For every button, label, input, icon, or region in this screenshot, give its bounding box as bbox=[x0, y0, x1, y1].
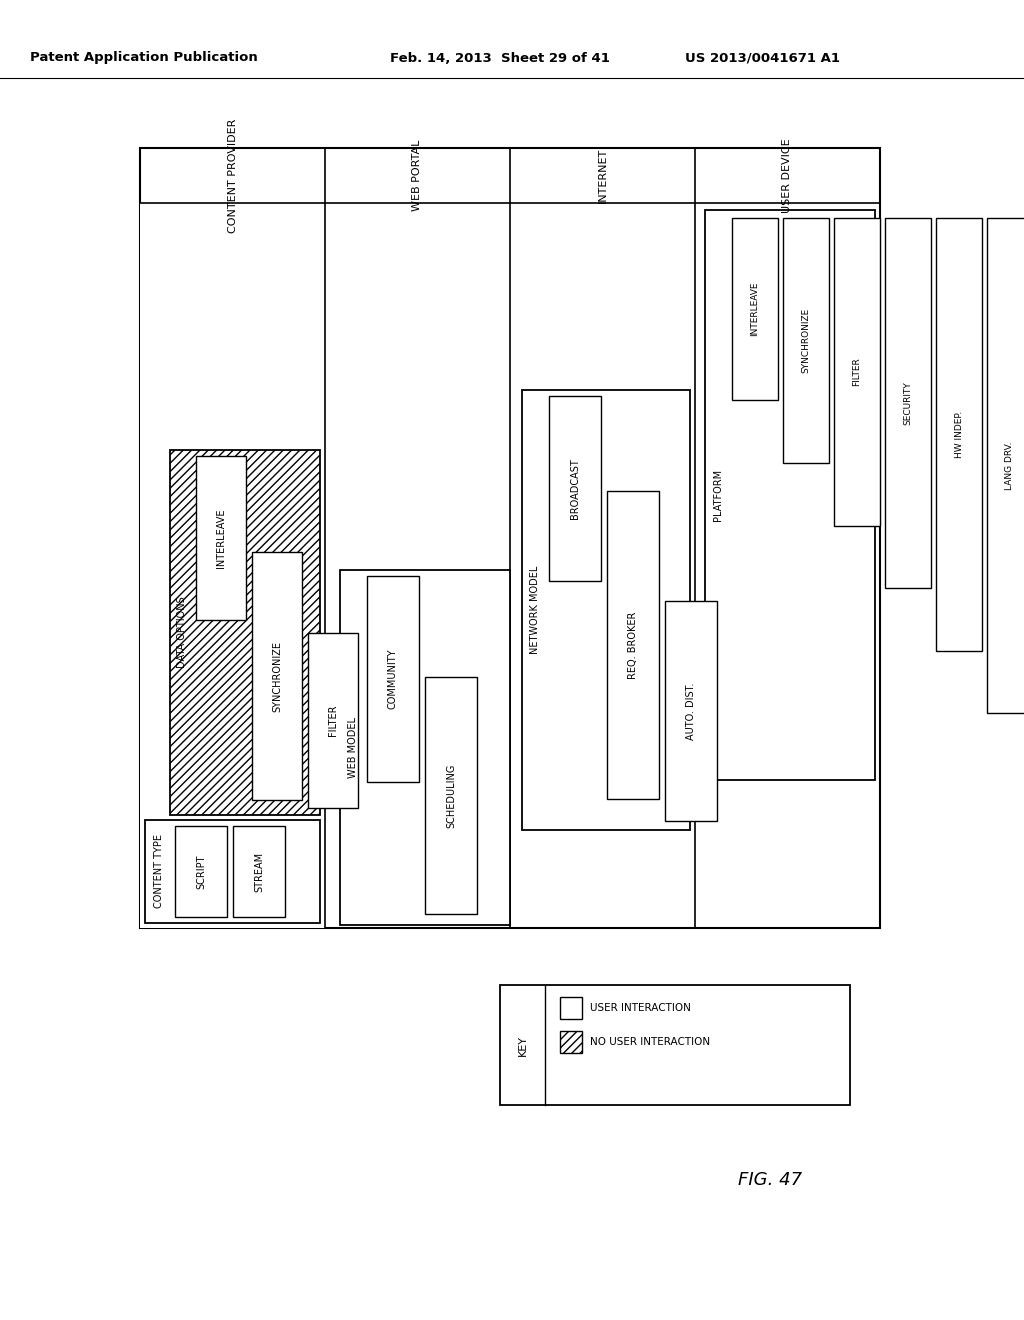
Bar bbox=[367, 576, 419, 781]
Bar bbox=[665, 601, 717, 821]
Text: NETWORK MODEL: NETWORK MODEL bbox=[530, 566, 540, 655]
Text: INTERLEAVE: INTERLEAVE bbox=[216, 508, 226, 568]
Text: INTERNET: INTERNET bbox=[597, 148, 607, 203]
Text: USER DEVICE: USER DEVICE bbox=[782, 139, 793, 213]
Text: REQ. BROKER: REQ. BROKER bbox=[628, 611, 638, 678]
Text: CONTENT TYPE: CONTENT TYPE bbox=[154, 834, 164, 908]
Bar bbox=[560, 1031, 582, 1053]
Text: CONTENT PROVIDER: CONTENT PROVIDER bbox=[227, 119, 238, 232]
Text: PLATFORM: PLATFORM bbox=[713, 469, 723, 521]
Bar bbox=[500, 985, 850, 1105]
Text: WEB MODEL: WEB MODEL bbox=[348, 717, 358, 777]
Bar bbox=[705, 210, 874, 780]
Text: SYNCHRONIZE: SYNCHRONIZE bbox=[802, 308, 811, 374]
Bar bbox=[233, 826, 285, 917]
Text: SYNCHRONIZE: SYNCHRONIZE bbox=[272, 640, 282, 711]
Text: FILTER: FILTER bbox=[853, 358, 861, 387]
Bar bbox=[308, 632, 358, 808]
Text: Patent Application Publication: Patent Application Publication bbox=[30, 51, 258, 65]
Text: KEY: KEY bbox=[517, 1035, 527, 1056]
Bar bbox=[140, 148, 880, 928]
Bar bbox=[549, 396, 601, 581]
Text: STREAM: STREAM bbox=[254, 851, 264, 891]
Text: WEB PORTAL: WEB PORTAL bbox=[413, 140, 423, 211]
Bar bbox=[783, 218, 829, 463]
Bar bbox=[170, 450, 319, 814]
Bar bbox=[732, 218, 778, 400]
Text: FILTER: FILTER bbox=[328, 705, 338, 735]
Text: US 2013/0041671 A1: US 2013/0041671 A1 bbox=[685, 51, 840, 65]
Text: USER INTERACTION: USER INTERACTION bbox=[590, 1003, 691, 1012]
Text: Feb. 14, 2013  Sheet 29 of 41: Feb. 14, 2013 Sheet 29 of 41 bbox=[390, 51, 610, 65]
Bar bbox=[425, 676, 477, 915]
Text: INTERLEAVE: INTERLEAVE bbox=[751, 282, 760, 337]
Bar bbox=[175, 826, 227, 917]
Bar bbox=[252, 552, 302, 800]
Bar bbox=[140, 203, 325, 928]
Text: AUTO. DIST.: AUTO. DIST. bbox=[686, 682, 696, 741]
Text: LANG DRV.: LANG DRV. bbox=[1006, 441, 1015, 490]
Bar bbox=[560, 997, 582, 1019]
Text: SECURITY: SECURITY bbox=[903, 381, 912, 425]
Bar bbox=[885, 218, 931, 589]
Text: HW INDEP.: HW INDEP. bbox=[954, 411, 964, 458]
Bar bbox=[936, 218, 982, 651]
Text: DATA OPTIONS: DATA OPTIONS bbox=[177, 597, 187, 668]
Bar bbox=[987, 218, 1024, 713]
Bar bbox=[607, 491, 659, 799]
Text: SCRIPT: SCRIPT bbox=[196, 854, 206, 888]
Text: FIG. 47: FIG. 47 bbox=[738, 1171, 802, 1189]
Bar bbox=[340, 570, 510, 925]
Bar bbox=[834, 218, 880, 525]
Text: COMMUNITY: COMMUNITY bbox=[388, 648, 398, 709]
Bar bbox=[522, 389, 690, 830]
Text: NO USER INTERACTION: NO USER INTERACTION bbox=[590, 1038, 710, 1047]
Text: BROADCAST: BROADCAST bbox=[570, 458, 580, 519]
Bar bbox=[196, 455, 246, 620]
Bar bbox=[145, 820, 319, 923]
Text: SCHEDULING: SCHEDULING bbox=[446, 763, 456, 828]
